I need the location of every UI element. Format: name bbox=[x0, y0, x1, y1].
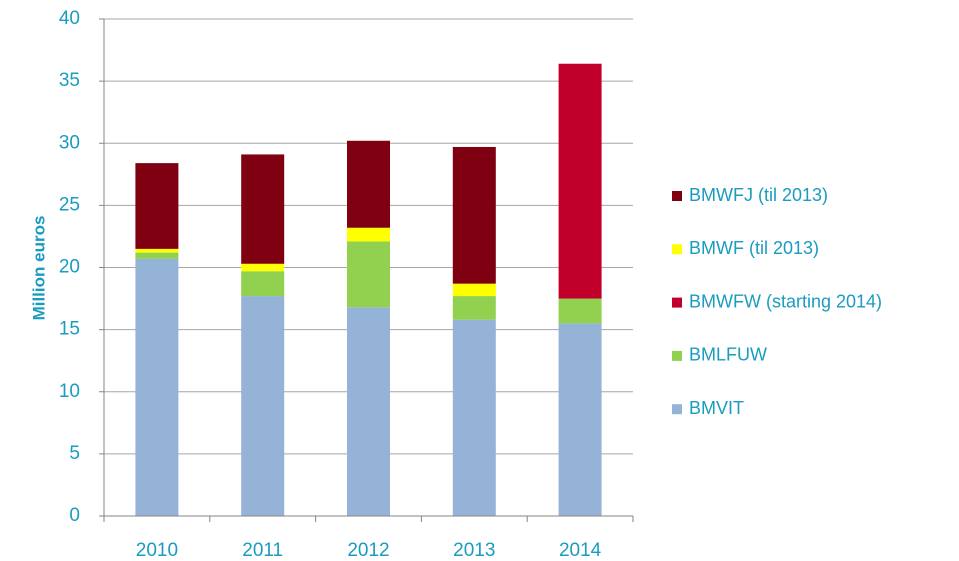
y-tick-label: 15 bbox=[59, 319, 80, 340]
legend-label: BMWFJ (til 2013) bbox=[689, 185, 828, 205]
legend-label: BMVIT bbox=[689, 398, 744, 418]
legend-label: BMWFW (starting 2014) bbox=[689, 291, 882, 311]
bar-segment bbox=[241, 271, 285, 297]
y-tick-label: 10 bbox=[59, 381, 80, 402]
bar-segment bbox=[135, 252, 179, 259]
y-tick-label: 40 bbox=[59, 8, 80, 29]
bar-segment bbox=[347, 227, 390, 242]
bar-segment bbox=[558, 298, 602, 324]
bar-segment bbox=[347, 241, 390, 308]
x-tick-label: 2011 bbox=[242, 540, 283, 561]
legend-swatch bbox=[672, 191, 682, 201]
legend-swatch bbox=[672, 350, 682, 361]
bar-segment bbox=[241, 263, 285, 272]
y-tick-label: 20 bbox=[59, 257, 80, 278]
legend-swatch bbox=[672, 297, 682, 308]
y-axis-label: Million euros bbox=[29, 216, 48, 321]
y-tick-label: 25 bbox=[59, 194, 80, 215]
legend-swatch bbox=[672, 404, 682, 415]
y-tick-label: 5 bbox=[69, 443, 80, 464]
legend-label: BMLFUW bbox=[689, 345, 767, 365]
bar-segment bbox=[558, 63, 602, 299]
bar-segment bbox=[452, 296, 496, 320]
x-tick-label: 2014 bbox=[559, 540, 602, 561]
x-tick-label: 2010 bbox=[136, 540, 178, 561]
bar-segment bbox=[241, 296, 285, 516]
y-tick-label: 0 bbox=[69, 505, 80, 526]
legend-swatch bbox=[672, 244, 682, 255]
bar-segment bbox=[241, 154, 285, 264]
bar-segment bbox=[135, 163, 179, 249]
x-tick-label: 2012 bbox=[347, 540, 389, 561]
bar-segment bbox=[558, 323, 602, 516]
bar-segment bbox=[347, 140, 390, 228]
y-tick-label: 35 bbox=[59, 70, 80, 91]
x-tick-label: 2013 bbox=[453, 540, 495, 561]
bar-segment bbox=[452, 283, 496, 297]
bar-segment bbox=[135, 258, 179, 516]
bar-segment bbox=[135, 248, 179, 253]
legend-label: BMWF (til 2013) bbox=[689, 238, 819, 258]
bar-segment bbox=[452, 319, 496, 516]
bar-segment bbox=[452, 146, 496, 284]
y-tick-label: 30 bbox=[59, 132, 80, 153]
bar-segment bbox=[347, 307, 390, 516]
